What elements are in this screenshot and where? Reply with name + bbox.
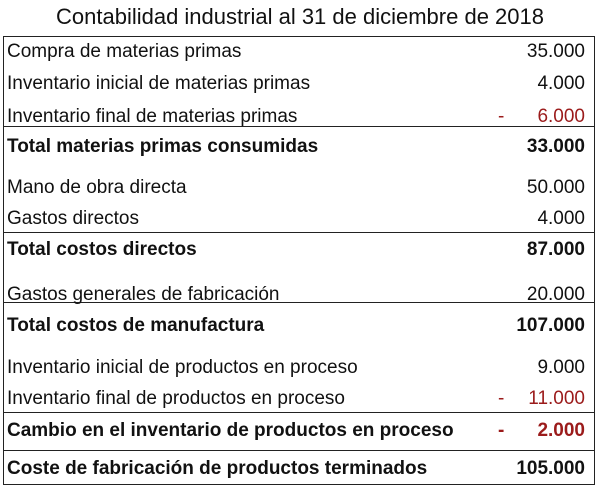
row-label: Inventario inicial de materias primas — [7, 73, 311, 94]
table-row: Gastos generales de fabricación 20.000 — [4, 280, 592, 310]
row-amount: 33.000 — [526, 136, 585, 157]
row-label: Total costos de manufactura — [7, 315, 265, 336]
row-label: Mano de obra directa — [7, 177, 187, 198]
row-amount: 4.000 — [537, 208, 585, 229]
table-row: Total materias primas consumidas 33.000 — [4, 132, 592, 162]
row-amount: 9.000 — [537, 357, 585, 378]
row-amount: 87.000 — [526, 239, 585, 260]
divider — [3, 450, 595, 451]
divider — [3, 302, 595, 303]
row-label: Inventario inicial de productos en proce… — [7, 357, 358, 378]
table-row: Inventario final de productos en proceso… — [4, 384, 592, 414]
table-row: Coste de fabricación de productos termin… — [4, 454, 592, 484]
row-label: Gastos generales de fabricación — [7, 284, 280, 305]
row-label: Cambio en el inventario de productos en … — [7, 420, 454, 441]
divider — [3, 126, 595, 127]
table-row: Mano de obra directa 50.000 — [4, 173, 592, 203]
table-row: Total costos directos 87.000 — [4, 235, 592, 265]
row-amount: 35.000 — [526, 41, 585, 62]
negative-sign: - — [498, 388, 505, 409]
table-row: Total costos de manufactura 107.000 — [4, 311, 592, 341]
row-label: Total costos directos — [7, 239, 197, 260]
table-row: Cambio en el inventario de productos en … — [4, 416, 592, 446]
row-amount: 6.000 — [537, 106, 585, 127]
row-amount: 107.000 — [516, 315, 585, 336]
row-label: Inventario final de productos en proceso — [7, 388, 345, 409]
divider — [3, 232, 595, 233]
statement-table — [3, 36, 595, 485]
row-amount: 11.000 — [528, 388, 585, 409]
table-row: Gastos directos 4.000 — [4, 204, 592, 234]
negative-sign: - — [498, 106, 505, 127]
report-title: Contabilidad industrial al 31 de diciemb… — [56, 4, 544, 29]
row-amount: 2.000 — [537, 420, 585, 441]
row-label: Compra de materias primas — [7, 41, 242, 62]
table-row: Inventario inicial de materias primas 4.0… — [4, 69, 592, 99]
row-label: Total materias primas consumidas — [7, 136, 319, 157]
row-label: Gastos directos — [7, 208, 139, 229]
row-amount: 50.000 — [526, 177, 585, 198]
row-label: Coste de fabricación de productos termin… — [7, 458, 428, 479]
row-amount: 4.000 — [537, 73, 585, 94]
divider — [3, 412, 595, 413]
table-row: Inventario final de materias primas - 6.00… — [4, 102, 592, 132]
row-amount: 20.000 — [526, 284, 585, 305]
row-amount: 105.000 — [516, 458, 585, 479]
table-row: Compra de materias primas 35.000 — [4, 37, 592, 67]
negative-sign: - — [498, 420, 505, 441]
table-row: Inventario inicial de productos en proce… — [4, 353, 592, 383]
row-label: Inventario final de materias primas — [7, 106, 298, 127]
